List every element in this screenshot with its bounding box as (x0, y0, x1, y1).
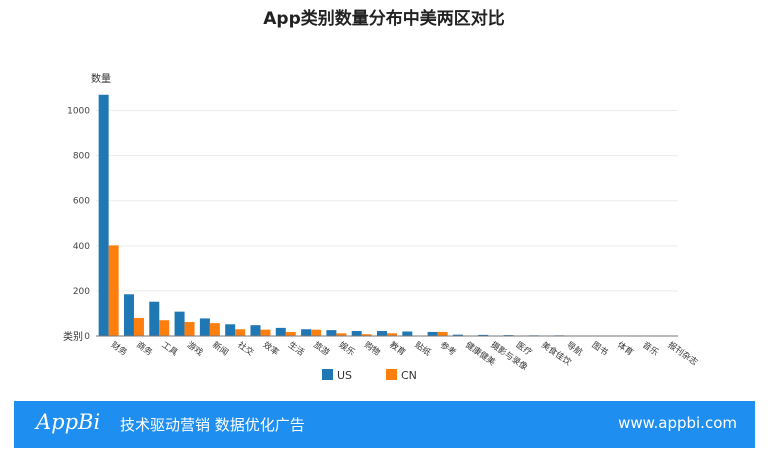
bar-cn (108, 245, 119, 336)
bar-us (326, 330, 337, 336)
y-tick-label: 400 (73, 242, 90, 252)
footer-logo: AppBi (36, 410, 101, 434)
bar-us (478, 334, 489, 336)
y-tick-label: 0 (84, 332, 90, 342)
bar-cn (235, 329, 246, 336)
bar-cn (311, 329, 322, 336)
x-tick-label: 效率 (261, 339, 282, 358)
footer-url[interactable]: www.appbi.com (618, 414, 737, 432)
bar-us (250, 325, 261, 336)
x-tick-label: 社交 (235, 339, 256, 358)
footer-banner: AppBi 技术驱动营销 数据优化广告 www.appbi.com (14, 401, 755, 448)
bar-us (351, 331, 362, 336)
x-tick-label: 娱乐 (337, 339, 358, 358)
x-tick-label: 财务 (109, 339, 130, 358)
x-tick-label: 教育 (387, 339, 407, 358)
x-tick-label: 音乐 (640, 339, 661, 358)
x-tick-label: 体育 (615, 339, 635, 358)
bar-us (402, 331, 413, 336)
x-tick-label: 商务 (134, 339, 155, 358)
bar-us (377, 331, 387, 336)
bar-cn (260, 329, 271, 336)
y-axis-label: 数量 (91, 72, 111, 85)
bar-us (199, 318, 210, 336)
y-tick-label: 200 (73, 287, 90, 297)
bar-us (123, 294, 134, 336)
x-tick-label: 参考 (438, 339, 458, 358)
bar-us (225, 324, 236, 336)
legend-label-us: US (337, 369, 352, 382)
x-tick-label: 游戏 (185, 339, 206, 358)
x-tick-label: 旅游 (311, 339, 332, 358)
bar-cn (387, 333, 397, 336)
bar-cn (285, 331, 296, 336)
bar-cn (159, 320, 170, 336)
legend-swatch-cn (386, 369, 397, 380)
bar-us (301, 329, 312, 336)
y-tick-label: 600 (73, 197, 90, 207)
bar-us (275, 327, 286, 336)
x-tick-label: 工具 (160, 340, 180, 358)
x-tick-label: 图书 (590, 339, 611, 358)
bar-cn (336, 333, 347, 336)
bar-us (149, 301, 160, 336)
bar-cn (361, 334, 372, 336)
y-tick-label: 1000 (67, 107, 90, 117)
x-tick-label: 新闻 (210, 339, 230, 358)
x-tick-label: 生活 (286, 339, 307, 358)
bar-cn (133, 317, 144, 336)
x-axis-label: 类别 (63, 330, 83, 343)
legend-label-cn: CN (401, 369, 417, 382)
bar-cn (184, 322, 195, 336)
bar-us (452, 334, 463, 336)
bar-us (174, 311, 185, 336)
x-tick-label: 报刊杂志 (666, 339, 701, 368)
x-tick-label: 贴纸 (413, 339, 434, 358)
legend-swatch-us (322, 369, 333, 380)
bar-cn (437, 331, 448, 336)
x-tick-label: 购物 (362, 339, 383, 358)
bar-us (427, 331, 438, 336)
chart-title: App类别数量分布中美两区对比 (263, 9, 505, 29)
bar-cn (209, 323, 220, 336)
y-tick-label: 800 (73, 152, 90, 162)
bar-us (98, 94, 109, 336)
chart: 0 200 400 600 800 1000 数量类别财务 商务 工具 游戏 新闻 社交 效率 生活 旅游娱… (63, 72, 701, 382)
footer-slogan: 技术驱动营销 数据优化广告 (120, 416, 305, 434)
